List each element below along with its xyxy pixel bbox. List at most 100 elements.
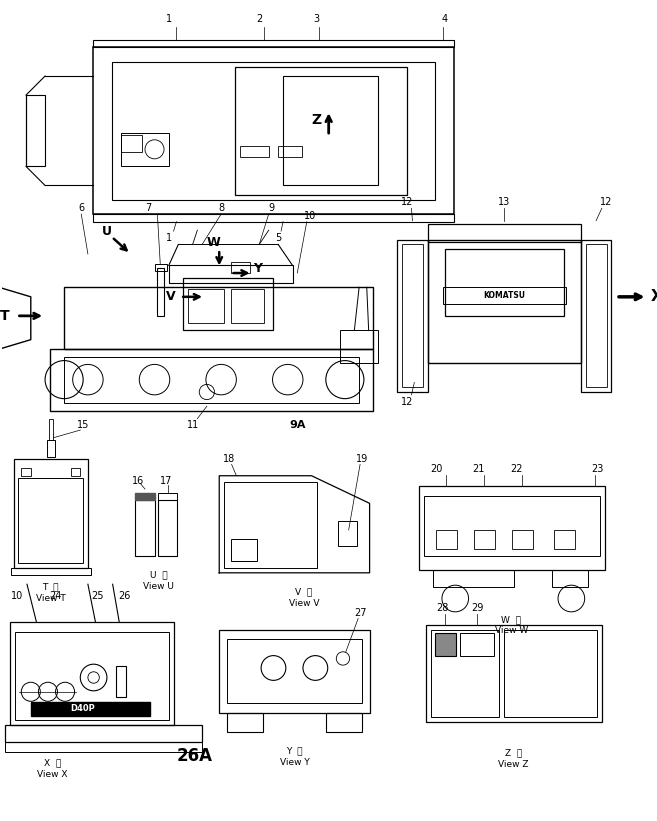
Bar bbox=[158, 493, 177, 501]
Bar bbox=[235, 67, 407, 195]
Bar bbox=[93, 40, 454, 48]
Text: 9A: 9A bbox=[289, 420, 306, 430]
Text: 1: 1 bbox=[166, 233, 172, 243]
Bar bbox=[121, 133, 169, 167]
Bar bbox=[278, 145, 302, 157]
Bar bbox=[419, 486, 604, 570]
Bar bbox=[338, 521, 357, 546]
Bar bbox=[424, 496, 600, 556]
Text: Y  視: Y 視 bbox=[286, 746, 303, 755]
Text: View V: View V bbox=[288, 599, 319, 608]
Text: Z  視: Z 視 bbox=[505, 748, 522, 757]
Text: 11: 11 bbox=[187, 420, 198, 430]
Text: 20: 20 bbox=[430, 464, 442, 474]
Text: View W: View W bbox=[495, 626, 528, 635]
Bar bbox=[436, 530, 457, 549]
Bar bbox=[112, 62, 436, 200]
Bar bbox=[50, 349, 373, 411]
Bar bbox=[402, 245, 423, 388]
Bar bbox=[154, 264, 167, 271]
Bar bbox=[158, 501, 177, 556]
Bar bbox=[326, 713, 362, 732]
Bar bbox=[227, 640, 362, 704]
Bar bbox=[428, 240, 581, 364]
Text: 7: 7 bbox=[145, 204, 151, 213]
Text: 12: 12 bbox=[401, 397, 413, 406]
Text: 12: 12 bbox=[401, 197, 413, 207]
Bar bbox=[10, 622, 173, 725]
Bar bbox=[443, 287, 566, 305]
Polygon shape bbox=[135, 493, 154, 501]
Bar bbox=[340, 330, 378, 364]
Bar bbox=[116, 666, 126, 696]
Text: U  視: U 視 bbox=[150, 571, 167, 580]
Text: 15: 15 bbox=[77, 420, 89, 430]
Text: 26: 26 bbox=[118, 590, 130, 601]
Text: 13: 13 bbox=[497, 197, 510, 207]
Text: W  視: W 視 bbox=[501, 615, 522, 624]
Bar bbox=[428, 224, 581, 241]
Text: V: V bbox=[166, 291, 175, 303]
Text: View X: View X bbox=[37, 770, 68, 779]
Bar bbox=[585, 245, 606, 388]
Text: 17: 17 bbox=[160, 476, 172, 487]
Text: 19: 19 bbox=[356, 454, 368, 464]
Bar bbox=[169, 265, 292, 282]
Text: Z: Z bbox=[311, 112, 321, 126]
Bar bbox=[71, 468, 80, 475]
Bar bbox=[224, 483, 317, 568]
Bar bbox=[445, 250, 564, 316]
Text: 9: 9 bbox=[269, 204, 275, 213]
Bar bbox=[504, 630, 597, 718]
Bar bbox=[555, 530, 575, 549]
Bar bbox=[553, 570, 589, 587]
Bar bbox=[283, 76, 378, 186]
Bar bbox=[5, 742, 202, 752]
Bar bbox=[64, 287, 373, 349]
Text: View Z: View Z bbox=[498, 759, 528, 768]
Text: 12: 12 bbox=[600, 197, 613, 207]
Text: 21: 21 bbox=[472, 464, 484, 474]
Text: D40P: D40P bbox=[70, 704, 95, 713]
Text: 5: 5 bbox=[275, 233, 281, 243]
Text: 22: 22 bbox=[510, 464, 522, 474]
Bar bbox=[11, 568, 91, 575]
Bar bbox=[21, 468, 31, 475]
Text: 29: 29 bbox=[471, 603, 484, 613]
Text: 6: 6 bbox=[78, 204, 84, 213]
Text: Y: Y bbox=[253, 262, 261, 275]
Bar bbox=[434, 570, 514, 587]
Bar bbox=[93, 214, 454, 222]
Bar bbox=[49, 419, 53, 439]
Bar bbox=[231, 262, 250, 273]
Text: T  視: T 視 bbox=[43, 583, 59, 592]
Bar bbox=[219, 630, 370, 713]
Text: 28: 28 bbox=[437, 603, 449, 613]
Text: U: U bbox=[102, 225, 112, 237]
Text: 24: 24 bbox=[49, 590, 62, 601]
Text: 23: 23 bbox=[591, 464, 603, 474]
Bar bbox=[460, 633, 494, 656]
Text: 10: 10 bbox=[11, 590, 24, 601]
Bar bbox=[26, 95, 45, 167]
Bar bbox=[14, 632, 169, 720]
Bar bbox=[231, 539, 258, 562]
Polygon shape bbox=[31, 702, 150, 716]
Text: 2: 2 bbox=[256, 14, 262, 24]
Bar bbox=[93, 48, 454, 214]
Text: 18: 18 bbox=[223, 454, 235, 464]
Text: X: X bbox=[651, 289, 657, 305]
Text: View U: View U bbox=[143, 581, 173, 590]
Bar bbox=[512, 530, 533, 549]
Bar bbox=[436, 633, 456, 656]
Text: 4: 4 bbox=[442, 14, 448, 24]
Text: 10: 10 bbox=[304, 211, 316, 221]
Bar bbox=[240, 145, 269, 157]
Text: 27: 27 bbox=[354, 608, 367, 617]
Bar bbox=[426, 625, 602, 722]
Text: T: T bbox=[0, 309, 10, 323]
Bar bbox=[121, 135, 142, 152]
Text: 16: 16 bbox=[132, 476, 145, 487]
Bar bbox=[47, 439, 55, 456]
Bar bbox=[135, 501, 154, 556]
